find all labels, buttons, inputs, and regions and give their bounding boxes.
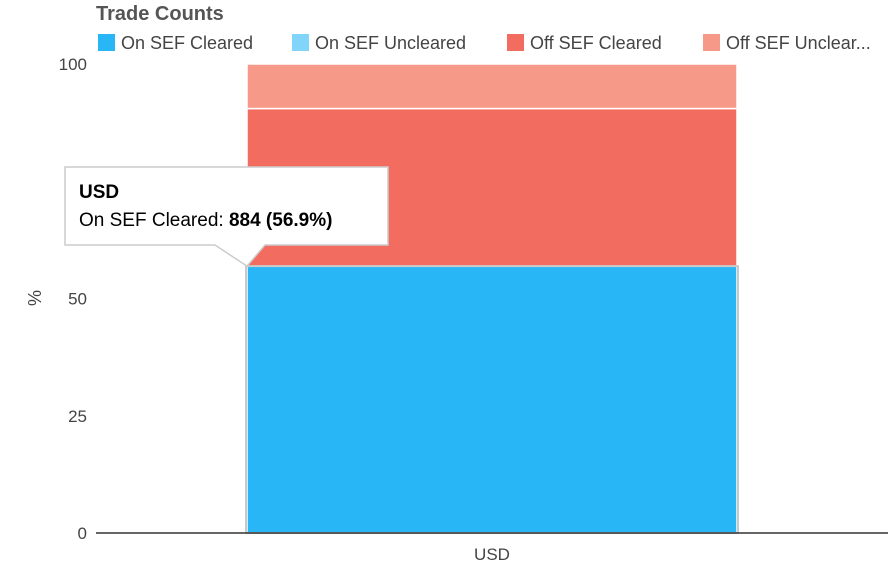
y-axis: 0 25 50 100	[59, 55, 87, 543]
bar-segment-3[interactable]	[246, 63, 738, 110]
legend-swatch-2[interactable]	[507, 34, 524, 51]
legend-label-2[interactable]: Off SEF Cleared	[530, 33, 662, 53]
chart-title: Trade Counts	[96, 3, 224, 25]
tooltip-box	[64, 166, 389, 268]
bar-segment-0[interactable]	[246, 265, 738, 534]
legend-label-3[interactable]: Off SEF Unclear...	[726, 33, 871, 53]
legend-swatch-3[interactable]	[703, 34, 720, 51]
y-tick-label-0: 0	[78, 524, 87, 543]
x-axis: USD	[474, 545, 510, 564]
y-tick-label-1: 25	[68, 407, 87, 426]
legend-label-1[interactable]: On SEF Uncleared	[315, 33, 466, 53]
x-tick-label-0: USD	[474, 545, 510, 564]
tooltip-title: USD	[79, 182, 119, 203]
tooltip: USD On SEF Cleared: 884 (56.9%)	[64, 166, 389, 268]
y-axis-title: %	[25, 290, 45, 306]
tooltip-value: 884 (56.9%)	[229, 210, 333, 231]
legend: On SEF Cleared On SEF Uncleared Off SEF Cl…	[98, 33, 871, 53]
tooltip-text: On SEF Cleared: 884 (56.9%)	[79, 210, 332, 231]
y-tick-label-3: 100	[59, 55, 87, 74]
legend-label-0[interactable]: On SEF Cleared	[121, 33, 253, 53]
tooltip-label: On SEF Cleared:	[79, 210, 229, 231]
y-tick-label-2: 50	[68, 290, 87, 309]
legend-swatch-1[interactable]	[292, 34, 309, 51]
bar-stack-usd[interactable]	[245, 63, 739, 534]
legend-swatch-0[interactable]	[98, 34, 115, 51]
